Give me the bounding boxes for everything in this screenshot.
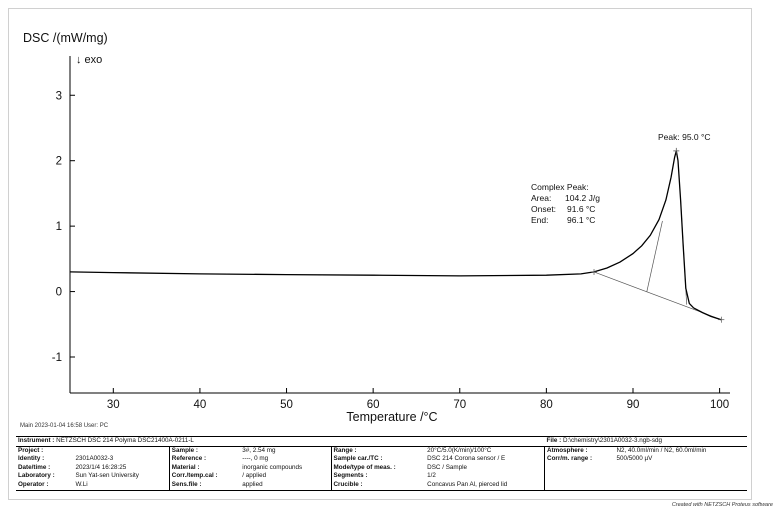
info-label-2: Corr./temp.cal : bbox=[168, 472, 241, 481]
x-tick-label: 50 bbox=[280, 399, 293, 411]
info-header-row: Instrument : NETZSCH DSC 214 Polyma DSC2… bbox=[16, 436, 747, 447]
onset-label: Onset: bbox=[531, 204, 556, 214]
info-value-1: 2301A0032-3 bbox=[75, 455, 114, 463]
onset-tangent-line bbox=[646, 220, 663, 292]
measurement-info-table: Instrument : NETZSCH DSC 214 Polyma DSC2… bbox=[16, 436, 747, 491]
y-tick-label: 3 bbox=[56, 90, 62, 102]
end-label: End: bbox=[531, 215, 549, 225]
peak-marker bbox=[591, 147, 725, 323]
info-value-3: Concavus Pan Al, pierced lid bbox=[425, 480, 545, 491]
x-axis-label: Temperature /°C bbox=[346, 410, 437, 424]
info-value-2: / applied bbox=[242, 472, 267, 480]
info-label-3: Sample car./TC : bbox=[330, 455, 426, 464]
x-tick-label: 60 bbox=[367, 399, 380, 411]
info-value-3: 20°C/5.0(K/min)/100°C bbox=[427, 446, 492, 454]
area-label: Area: bbox=[531, 193, 551, 203]
info-label-1: Date/time : bbox=[18, 463, 51, 471]
software-credit: Created with NETZSCH Proteus software bbox=[671, 502, 773, 508]
info-value-3: 1/2 bbox=[427, 472, 436, 480]
y-tick-label: 1 bbox=[56, 221, 62, 233]
info-label-4 bbox=[544, 463, 615, 473]
x-tick-label: 100 bbox=[710, 399, 729, 411]
info-label-1: Laboratory : bbox=[18, 472, 55, 480]
info-label-2: Reference : bbox=[168, 455, 241, 464]
info-label-2: Sens.file : bbox=[168, 480, 241, 491]
info-value-4 bbox=[615, 472, 748, 481]
info-label-4 bbox=[544, 472, 615, 481]
complex-peak-title: Complex Peak: bbox=[531, 182, 589, 192]
y-tick-label: -1 bbox=[52, 352, 62, 364]
info-row: Laboratory : Sun Yat-sen University Corr./… bbox=[16, 472, 747, 481]
peak-annotation: Peak: 95.0 °C bbox=[658, 132, 711, 142]
file-value: D:\chemistry\2301A0032-3.ngb-sdg bbox=[562, 437, 663, 444]
onset-value: 91.6 °C bbox=[567, 204, 595, 214]
info-row: Project : Sample :3#, 2.54 mg Range :20°C/… bbox=[16, 446, 747, 456]
info-value-1: W.Li bbox=[73, 480, 170, 491]
info-rows: Project : Sample :3#, 2.54 mg Range :20°C/… bbox=[16, 446, 748, 491]
info-row: Operator : W.Li Sens.file : applied Crucible… bbox=[16, 480, 747, 491]
dsc-chart: DSC /(mW/mg) ↓ exo Temperature /°C -1 0 1 2… bbox=[23, 31, 730, 424]
y-axis-label: DSC /(mW/mg) bbox=[23, 31, 108, 45]
y-tick-label: 2 bbox=[56, 156, 62, 168]
info-value-2: applied bbox=[240, 480, 331, 491]
info-value-4: 500/5000 µV bbox=[616, 455, 653, 463]
chart-frame bbox=[8, 8, 752, 500]
info-value-3: DSC 214 Corona sensor / E bbox=[427, 455, 506, 463]
info-value-1: 2023/1/4 16:28:25 bbox=[75, 463, 127, 471]
info-value-2: inorganic compounds bbox=[242, 463, 303, 471]
info-value-2: 3#, 2.54 mg bbox=[242, 446, 276, 454]
info-row: Identity : 2301A0032-3 Reference : ----, 0 … bbox=[16, 455, 747, 464]
x-tick-label: 80 bbox=[540, 399, 553, 411]
x-tick-label: 70 bbox=[453, 399, 466, 411]
info-label-4 bbox=[544, 480, 615, 491]
main-timestamp-line: Main 2023-01-04 16:58 User: PC bbox=[20, 423, 109, 429]
x-tick-label: 30 bbox=[107, 399, 120, 411]
end-value: 96.1 °C bbox=[567, 215, 595, 225]
info-row: Date/time : 2023/1/4 16:28:25 Material : in… bbox=[16, 463, 748, 473]
instrument-value: NETZSCH DSC 214 Polyma DSC21400A-0211-L bbox=[56, 437, 194, 444]
info-value-4: N2, 40.0ml/min / N2, 60.0ml/min bbox=[616, 446, 707, 454]
info-label-1: Operator : bbox=[16, 480, 74, 491]
info-value-2: ----, 0 mg bbox=[242, 455, 269, 463]
info-label-2: Sample : bbox=[168, 446, 241, 456]
info-value-1 bbox=[73, 446, 169, 455]
info-value-4 bbox=[614, 480, 747, 491]
dsc-curve bbox=[69, 150, 722, 321]
y-tick-label: 0 bbox=[56, 287, 62, 299]
exo-direction-label: ↓ exo bbox=[76, 54, 102, 66]
info-value-4 bbox=[615, 464, 748, 473]
info-label-3: Crucible : bbox=[330, 480, 426, 491]
info-value-1: Sun Yat-sen University bbox=[75, 472, 139, 480]
y-ticks: -1 0 1 2 3 bbox=[52, 90, 75, 364]
file-label: File : bbox=[546, 437, 562, 444]
info-label-2: Material : bbox=[168, 463, 241, 473]
info-label-4: Corr/m. range : bbox=[544, 455, 615, 464]
instrument-label: Instrument : bbox=[18, 437, 55, 444]
info-label-4: Atmosphere : bbox=[544, 446, 615, 456]
x-tick-label: 90 bbox=[627, 399, 640, 411]
x-tick-label: 40 bbox=[194, 399, 207, 411]
info-label-1: Identity : bbox=[18, 455, 45, 463]
info-label-3: Segments : bbox=[330, 472, 426, 481]
info-label-3: Mode/type of meas. : bbox=[330, 463, 426, 473]
info-label-1: Project : bbox=[18, 446, 44, 454]
info-value-3: DSC / Sample bbox=[427, 463, 468, 471]
x-ticks: 30 40 50 60 70 80 90 100 bbox=[107, 388, 729, 411]
info-label-3: Range : bbox=[330, 446, 426, 456]
area-value: 104.2 J/g bbox=[565, 193, 600, 203]
